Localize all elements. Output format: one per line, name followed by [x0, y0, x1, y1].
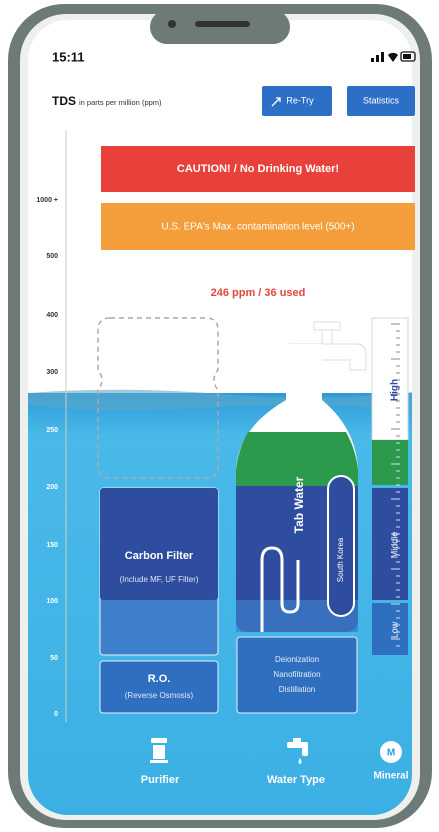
axis-label: 500	[46, 253, 58, 260]
axis-label: 1000 +	[36, 197, 58, 204]
methods: Deionization Nanofiltration Distillation	[273, 655, 320, 694]
retry-label[interactable]: Re-Try	[286, 95, 314, 105]
statistics-label[interactable]: Statistics	[363, 95, 400, 105]
phone-screen: 15:11 TDS in parts per million (ppm) Re-…	[0, 0, 439, 832]
axis-label: 0	[54, 711, 58, 718]
epa-text: U.S. EPA's Max. contamination level (500…	[161, 222, 354, 233]
header-title: TDS	[52, 94, 76, 108]
status-time: 15:11	[52, 49, 85, 64]
axis-label: 100	[46, 598, 58, 605]
ruler-low: Low	[389, 621, 399, 638]
axis-label: 300	[46, 369, 58, 376]
camera	[168, 20, 176, 28]
carbon-filter-subtitle: (Include MF, UF Filter)	[119, 575, 198, 584]
axis-label: 200	[46, 484, 58, 491]
axis-label: 50	[50, 655, 58, 662]
tap-water-region: South Korea	[336, 537, 345, 582]
tap-water-label: Tab Water	[292, 476, 306, 533]
ro-title: R.O.	[148, 673, 171, 685]
caution-text: CAUTION! / No Drinking Water!	[177, 163, 339, 175]
reading: 246 ppm / 36 used	[211, 287, 306, 299]
nav-purifier[interactable]: Purifier	[141, 774, 180, 786]
ro-subtitle: (Reverse Osmosis)	[125, 691, 194, 700]
page: {"status_bar": {"time": "15:11"}, "heade…	[0, 0, 439, 832]
method-label: Deionization	[275, 655, 319, 664]
speaker	[195, 21, 250, 27]
axis-label: 400	[46, 312, 58, 319]
header-subtitle: in parts per million (ppm)	[79, 98, 162, 107]
ruler-high: High	[390, 379, 401, 401]
ruler-middle: Middle	[389, 532, 399, 559]
method-label: Nanofiltration	[273, 670, 320, 679]
ro-box	[100, 661, 218, 713]
nav-mineral-icon-letter[interactable]: M	[387, 748, 395, 759]
axis-label: 150	[46, 542, 58, 549]
carbon-filter-title: Carbon Filter	[125, 550, 194, 562]
nav-mineral[interactable]: Mineral	[373, 771, 408, 782]
method-label: Distillation	[279, 685, 315, 694]
nav-water-type[interactable]: Water Type	[267, 774, 325, 786]
axis-label: 250	[46, 427, 58, 434]
